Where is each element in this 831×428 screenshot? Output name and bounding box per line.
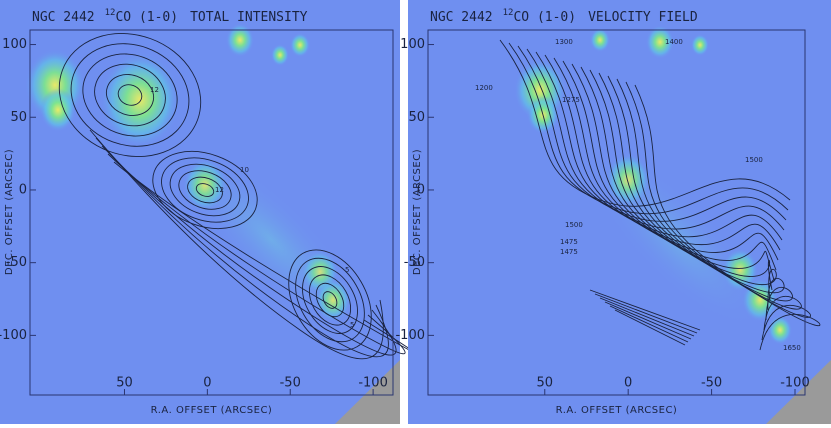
contour-label: 1400 [665,38,683,46]
contour-line [625,81,811,341]
contour-line [82,53,178,137]
x-tick-label: -100 [358,376,388,391]
title-part: VELOCITY FIELD [588,10,698,25]
chart-title: NGC 2442 12CO (1-0) TOTAL INTENSITY [32,8,308,25]
y-axis-label: DEC. OFFSET (ARCSEC) [4,149,15,275]
title-part: CO (1-0) [513,10,576,25]
contour-line [94,63,166,127]
x-tick-label: -100 [780,376,810,391]
contour-line [302,266,358,334]
title-part: 12 [105,8,116,18]
contour-label: 1475 [560,248,578,256]
contour-line [609,305,689,343]
contour-label: 1500 [565,221,583,229]
emission-blob [646,25,674,59]
y-tick-label: 0 [19,182,27,197]
title-part: NGC 2442 [32,10,95,25]
contour-label: 1300 [555,38,573,46]
contour-line [178,170,232,210]
contour-line [169,163,241,217]
contour-line [70,43,190,147]
contour-label: 10 [240,166,249,174]
title-part: 12 [503,8,514,18]
x-tick-label: -50 [701,376,722,391]
contour-line [95,137,389,358]
contour-line [508,42,789,215]
emission-glow [182,150,361,330]
y-axis-label: DEC. OFFSET (ARCSEC) [412,149,423,275]
title-part: NGC 2442 [430,10,493,25]
contour-line [58,33,202,157]
y-tick-label: -50 [404,255,425,270]
contour-line [594,293,698,334]
contour-label: 12 [215,186,224,194]
title-part: TOTAL INTENSITY [190,10,308,25]
y-tick-label: 50 [10,110,27,125]
y-tick-label: 0 [417,182,425,197]
emission-blob [768,315,792,345]
x-tick-label: 50 [116,376,133,391]
y-tick-label: -50 [6,255,27,270]
plot-frame [29,29,394,396]
corner-shade [766,360,831,424]
contour-line [599,297,695,337]
chart-panel: 50 0 -50 -100 100 50 0 -50 -100 R.A. OFFSET (ARCS… [0,0,416,424]
x-axis-label: R.A. OFFSET (ARCSEC) [556,405,678,416]
chart-panel: 50 0 -50 -100 100 50 0 -50 -100 R.A. OFFSET (ARCS… [395,0,831,424]
x-tick-label: 0 [203,376,211,391]
x-tick-label: 50 [536,376,553,391]
contour-line [107,153,406,355]
x-tick-label: 0 [624,376,632,391]
title-part: CO (1-0) [115,10,178,25]
contours [499,39,821,351]
y-tick-label: 100 [400,37,425,52]
contour-label: 5 [350,321,354,329]
contour-line [634,84,821,351]
corner-shade [335,360,400,424]
emission-blob [226,23,254,57]
contour-label: 1650 [783,344,801,352]
emission-blob [590,28,610,52]
contour-line [499,39,791,207]
contour-line [161,157,249,223]
plot-frame [427,29,806,396]
emission-blob [271,44,289,66]
contour-label: 1475 [560,238,578,246]
contour-line [614,309,686,346]
contour-line [117,84,143,106]
emission-blob [40,88,76,132]
contour-label: 12 [150,86,159,94]
contours [58,33,416,360]
contour-label: 1200 [475,84,493,92]
contour-label: 5 [345,266,349,274]
emission-glow [587,150,766,330]
contour-line [152,151,258,229]
contour-line [315,282,345,318]
contour-label: 1500 [745,156,763,164]
contour-line [589,289,701,331]
contour-line [195,183,215,197]
contour-line [89,129,384,360]
contour-line [295,257,365,343]
emission-blob [691,34,709,56]
y-tick-label: 50 [408,110,425,125]
contour-line [101,145,397,356]
chart-title: NGC 2442 12CO (1-0) VELOCITY FIELD [430,8,698,25]
emission-blob [290,33,310,57]
contour-line [604,301,692,340]
contour-label: 1275 [562,96,580,104]
contour-line [187,176,223,204]
contour-line [105,74,155,116]
y-tick-label: -100 [0,328,27,343]
y-tick-label: -100 [395,328,425,343]
y-tick-label: 100 [2,37,27,52]
x-axis-label: R.A. OFFSET (ARCSEC) [151,405,273,416]
x-tick-label: -50 [280,376,301,391]
